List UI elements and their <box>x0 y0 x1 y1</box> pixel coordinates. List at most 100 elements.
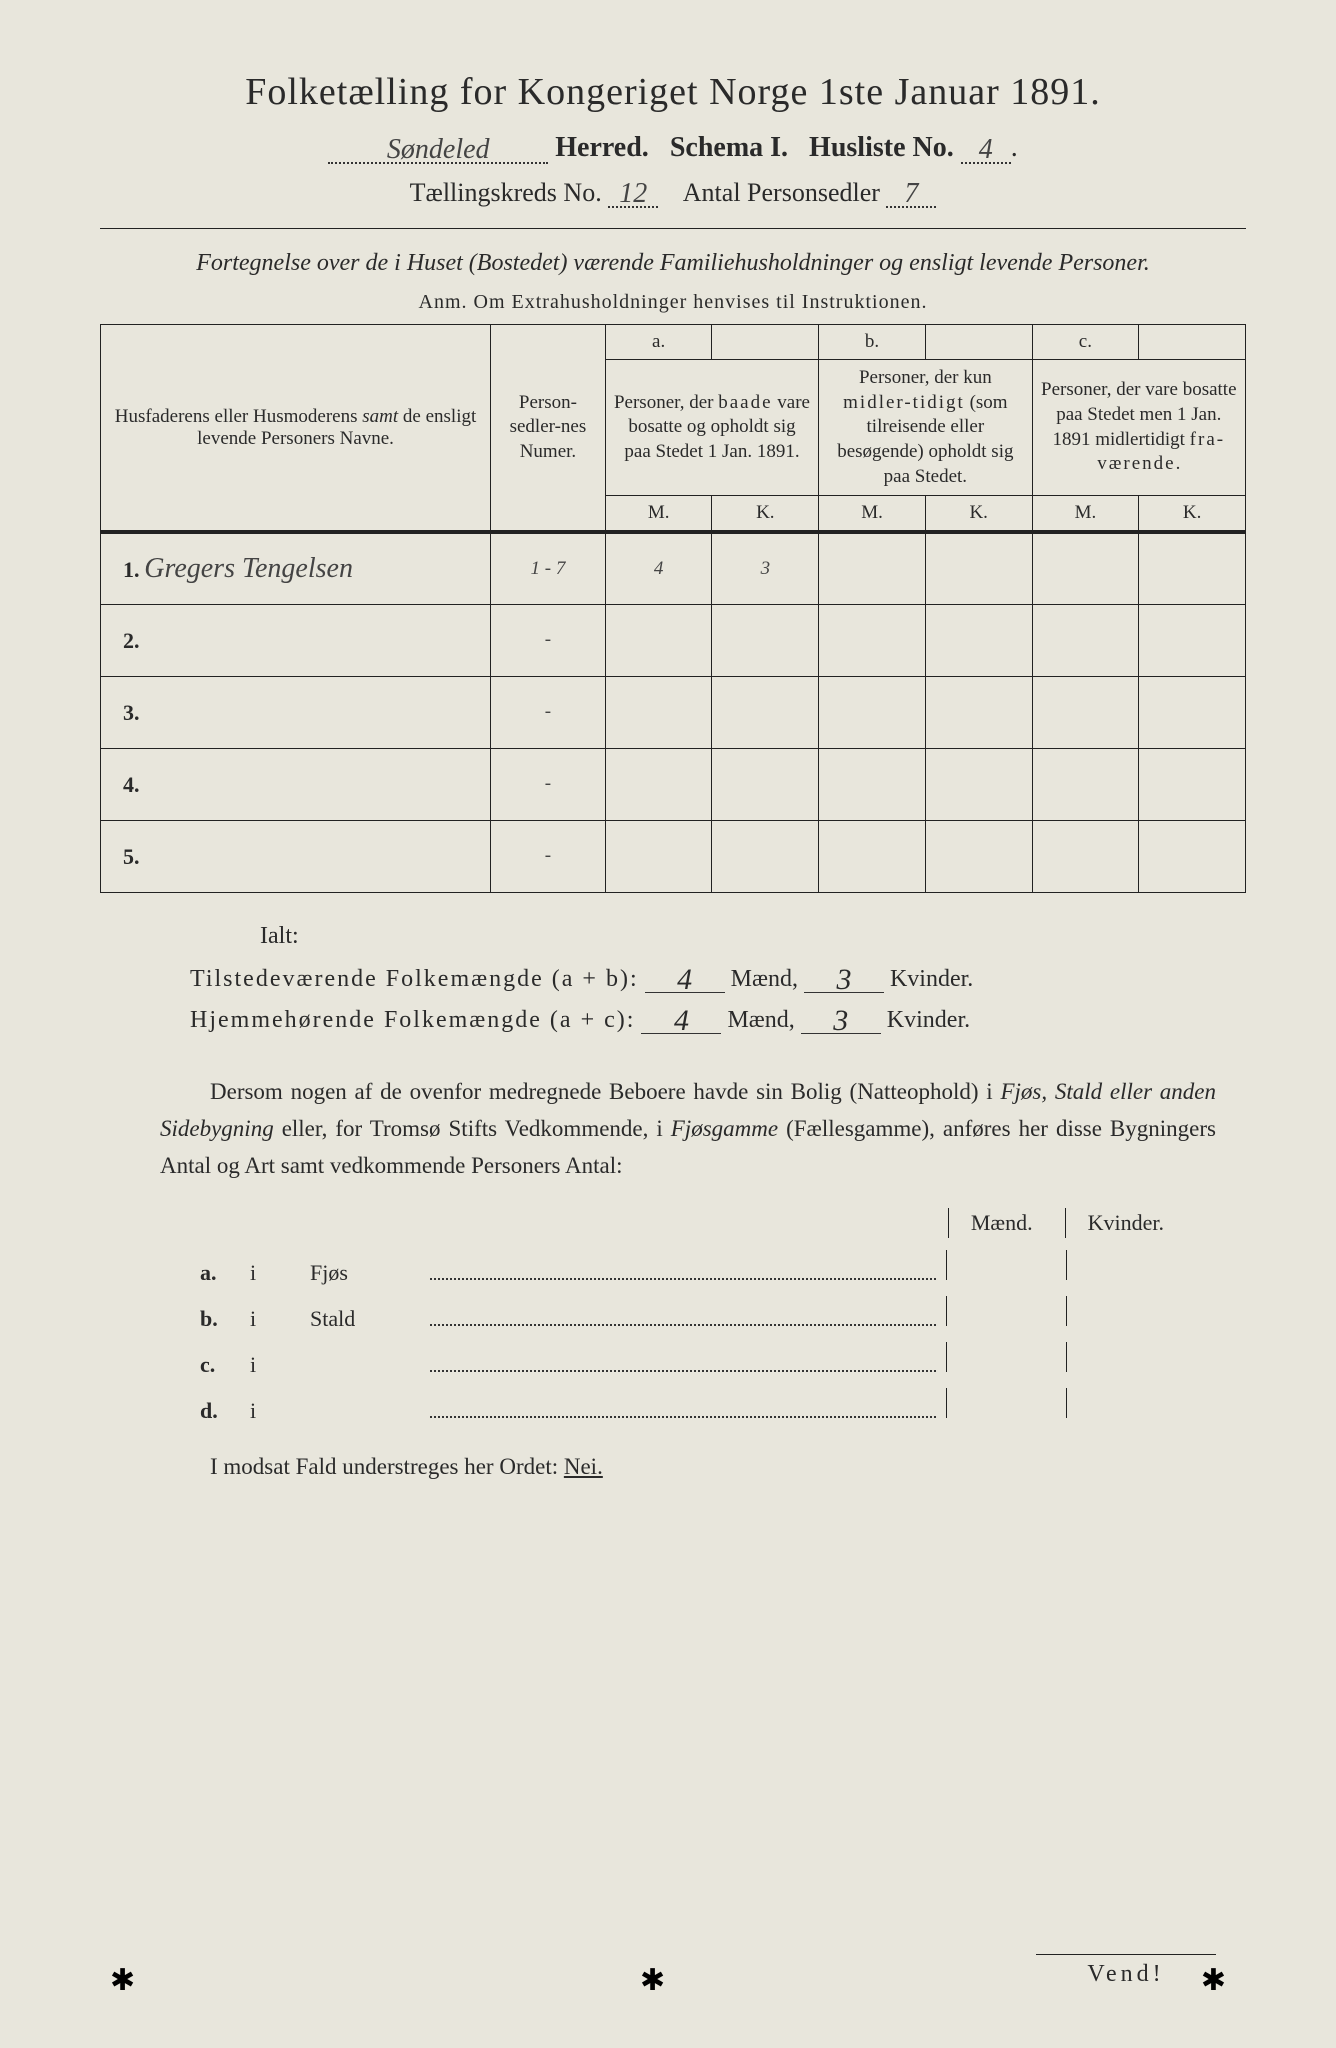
sb-row-type: Stald <box>310 1306 430 1332</box>
side-building-paragraph: Dersom nogen af de ovenfor medregnede Be… <box>160 1074 1216 1184</box>
row-num-cell: - <box>491 604 606 676</box>
antal-label: Antal Personsedler <box>683 178 880 207</box>
row-bk <box>925 820 1032 892</box>
row-am <box>605 676 712 748</box>
col-b-top: b. <box>819 325 926 360</box>
kvinder-label: Kvinder. <box>890 966 973 992</box>
col-c-top2 <box>1139 325 1246 360</box>
row-cm <box>1032 676 1139 748</box>
row-name-cell: 1. Gregers Tengelsen <box>101 532 491 604</box>
modsat-line: I modsat Fald understreges her Ordet: Ne… <box>210 1454 1216 1480</box>
sb-row-m <box>946 1296 1066 1326</box>
totals-line-ac: Hjemmehørende Folkemængde (a + c): 4 Mæn… <box>190 1007 1216 1034</box>
row-cm <box>1032 748 1139 820</box>
sb-row-dots <box>430 1308 936 1326</box>
col-c-top: c. <box>1032 325 1139 360</box>
row-ck <box>1139 532 1246 604</box>
ab-m-field: 4 <box>645 968 725 993</box>
divider <box>100 228 1246 229</box>
blot-mark: ✱ <box>1201 1963 1226 1998</box>
ac-k-field: 3 <box>801 1009 881 1034</box>
col-a-top: a. <box>605 325 712 360</box>
row-cm <box>1032 820 1139 892</box>
herred-field: Søndeled <box>328 137 548 164</box>
sb-row-i: i <box>250 1398 310 1424</box>
kvinder-label-2: Kvinder. <box>887 1007 970 1033</box>
row-cm <box>1032 532 1139 604</box>
col-c-m: M. <box>1032 496 1139 533</box>
row-am: 4 <box>605 532 712 604</box>
anm-note: Anm. Om Extrahusholdninger henvises til … <box>100 291 1246 314</box>
sb-row-label: a. <box>200 1260 250 1286</box>
row-ak <box>712 604 819 676</box>
row-ak <box>712 748 819 820</box>
row-am <box>605 748 712 820</box>
side-building-table: Mænd. Kvinder. a.iFjøsb.iStaldc.id.i <box>200 1208 1186 1424</box>
header-line-3: Tællingskreds No. 12 Antal Personsedler … <box>100 178 1246 208</box>
kreds-field: 12 <box>608 181 658 208</box>
modsat-text: I modsat Fald understreges her Ordet: <box>210 1454 564 1479</box>
col-b-desc: Personer, der kun midler-tidigt (som til… <box>819 360 1032 496</box>
blot-mark: ✱ <box>110 1963 135 1998</box>
schema-label: Schema I. <box>670 132 788 163</box>
sb-row-label: c. <box>200 1352 250 1378</box>
row-bk <box>925 676 1032 748</box>
sb-row-i: i <box>250 1352 310 1378</box>
blot-mark: ✱ <box>640 1963 665 1998</box>
nej-word: Nei. <box>564 1454 603 1479</box>
main-title: Folketælling for Kongeriget Norge 1ste J… <box>100 70 1246 114</box>
row-ak <box>712 820 819 892</box>
col-b-m: M. <box>819 496 926 533</box>
col-c-k: K. <box>1139 496 1246 533</box>
ac-label: Hjemmehørende Folkemængde (a + c): <box>190 1007 635 1033</box>
maend-label: Mænd, <box>731 966 798 992</box>
husliste-label: Husliste No. <box>809 132 954 163</box>
sb-kvinder: Kvinder. <box>1065 1208 1186 1238</box>
household-table: Husfaderens eller Husmoderens samt de en… <box>100 324 1246 893</box>
row-ck <box>1139 820 1246 892</box>
table-row: 2. - <box>101 604 1246 676</box>
row-num-cell: - <box>491 676 606 748</box>
row-ak: 3 <box>712 532 819 604</box>
kreds-label: Tællingskreds No. <box>410 178 602 207</box>
col-a-k: K. <box>712 496 819 533</box>
sb-row-k <box>1066 1388 1186 1418</box>
table-row: 1. Gregers Tengelsen1 - 743 <box>101 532 1246 604</box>
ab-label: Tilstedeværende Folkemængde (a + b): <box>190 966 639 992</box>
sb-row-m <box>946 1342 1066 1372</box>
sb-row-m <box>946 1250 1066 1280</box>
sb-maend: Mænd. <box>948 1208 1055 1238</box>
row-am <box>605 604 712 676</box>
sb-row-k <box>1066 1250 1186 1280</box>
col-header-num: Person-sedler-nes Numer. <box>491 325 606 533</box>
row-name-cell: 2. <box>101 604 491 676</box>
sb-row-label: d. <box>200 1398 250 1424</box>
sb-row-label: b. <box>200 1306 250 1332</box>
sb-row-type: Fjøs <box>310 1260 430 1286</box>
row-bk <box>925 604 1032 676</box>
row-ck <box>1139 748 1246 820</box>
row-num-cell: - <box>491 748 606 820</box>
row-bm <box>819 532 926 604</box>
row-name-cell: 5. <box>101 820 491 892</box>
sb-row: d.i <box>200 1388 1186 1424</box>
sb-row: a.iFjøs <box>200 1250 1186 1286</box>
ac-m-field: 4 <box>641 1009 721 1034</box>
col-header-name: Husfaderens eller Husmoderens samt de en… <box>101 325 491 533</box>
row-bm <box>819 604 926 676</box>
maend-label-2: Mænd, <box>727 1007 794 1033</box>
sb-row: b.iStald <box>200 1296 1186 1332</box>
row-bm <box>819 820 926 892</box>
row-bm <box>819 676 926 748</box>
col-c-desc: Personer, der vare bosatte paa Stedet me… <box>1032 360 1245 496</box>
row-ck <box>1139 676 1246 748</box>
col-a-desc: Personer, der baade vare bosatte og opho… <box>605 360 818 496</box>
row-bk <box>925 532 1032 604</box>
ab-k-field: 3 <box>804 968 884 993</box>
sb-row-dots <box>430 1354 936 1372</box>
sb-row-dots <box>430 1262 936 1280</box>
header-line-2: Søndeled Herred. Schema I. Husliste No. … <box>100 132 1246 164</box>
col-a-m: M. <box>605 496 712 533</box>
row-cm <box>1032 604 1139 676</box>
sb-row-k <box>1066 1296 1186 1326</box>
